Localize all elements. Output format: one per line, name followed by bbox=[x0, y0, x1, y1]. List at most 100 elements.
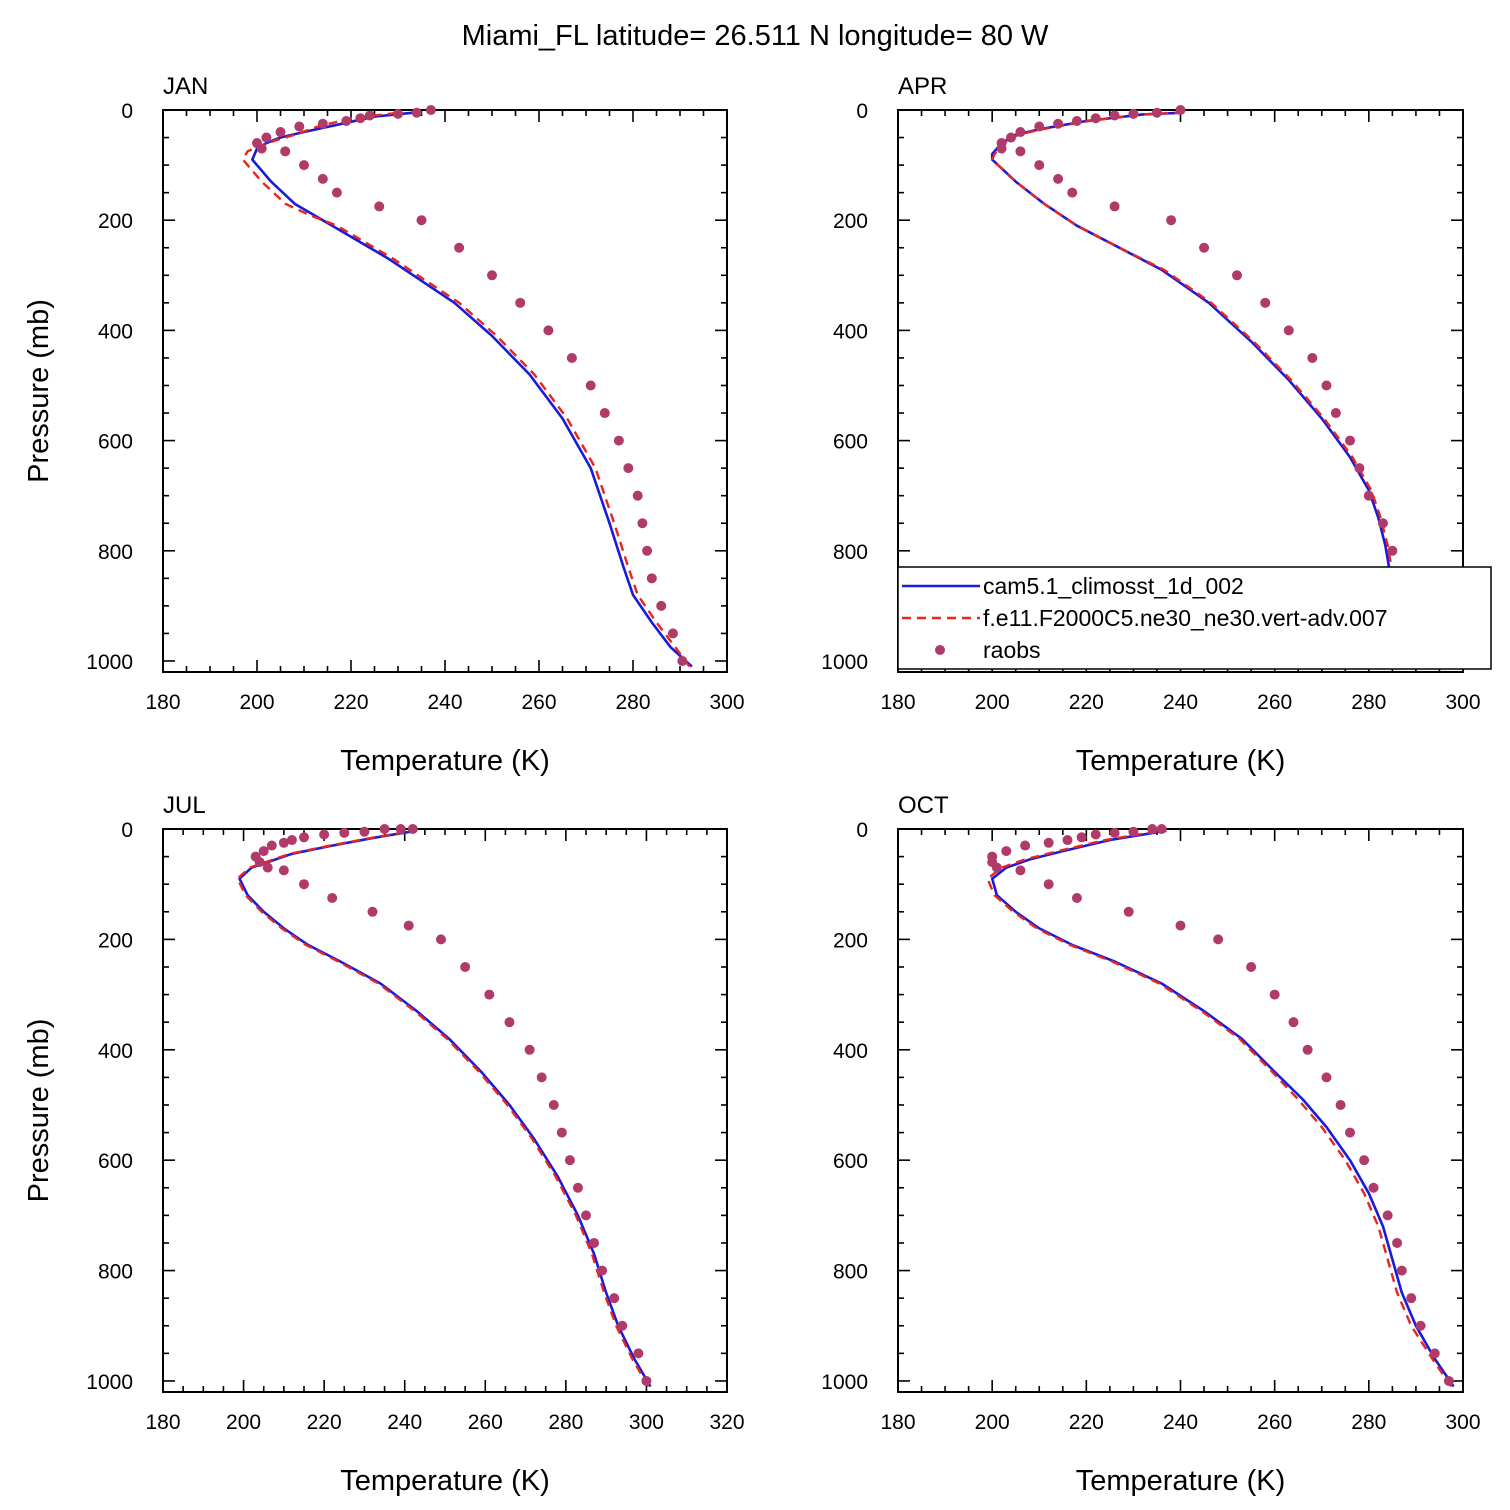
raobs-point bbox=[403, 920, 414, 931]
raobs-point bbox=[1076, 832, 1087, 843]
raobs-point bbox=[536, 1072, 547, 1083]
raobs-point bbox=[425, 105, 436, 115]
raobs-point bbox=[1151, 107, 1162, 118]
raobs-point bbox=[1090, 829, 1101, 840]
raobs-point bbox=[299, 879, 309, 890]
raobs-point bbox=[585, 380, 596, 391]
raobs-point bbox=[1156, 824, 1167, 834]
panel-apr: APR 180 200 220 240 260 280 300 0 200 400 600 800 100… bbox=[821, 73, 1480, 777]
raobs-point bbox=[1377, 518, 1388, 529]
raobs-point bbox=[250, 851, 261, 862]
x-tick-label: 240 bbox=[1163, 1411, 1198, 1434]
series-f-e11-line bbox=[986, 829, 1453, 1388]
x-tick-label: 320 bbox=[709, 1411, 744, 1434]
panels: JAN 180 200 220 240 260 280 300 0 200 400 600 800 100… bbox=[23, 73, 1481, 1497]
raobs-point bbox=[1232, 270, 1242, 281]
raobs-point bbox=[1429, 1348, 1440, 1359]
raobs-point bbox=[374, 201, 385, 212]
y-tick-label: 400 bbox=[833, 320, 868, 343]
raobs-point bbox=[572, 1182, 583, 1193]
y-tick-label: 200 bbox=[833, 210, 868, 233]
y-tick-label: 600 bbox=[98, 431, 133, 454]
raobs-point bbox=[395, 824, 406, 834]
x-tick-label: 260 bbox=[468, 1411, 503, 1434]
raobs-point bbox=[331, 187, 342, 198]
raobs-point bbox=[1199, 242, 1210, 253]
x-tick-label: 200 bbox=[975, 691, 1010, 714]
raobs-point bbox=[564, 1155, 575, 1166]
x-tick-label: 300 bbox=[1445, 1411, 1480, 1434]
raobs-point bbox=[987, 851, 998, 862]
series-raobs bbox=[252, 105, 688, 666]
raobs-point bbox=[1368, 1182, 1379, 1193]
raobs-point bbox=[1109, 110, 1120, 121]
y-tick-label: 800 bbox=[98, 1261, 133, 1284]
raobs-point bbox=[280, 146, 291, 157]
raobs-point bbox=[1043, 837, 1054, 848]
raobs-point bbox=[367, 906, 378, 917]
x-tick-label: 300 bbox=[629, 1411, 664, 1434]
x-tick-label: 220 bbox=[1069, 1411, 1104, 1434]
raobs-point bbox=[275, 127, 286, 138]
y-tick-label: 200 bbox=[98, 210, 133, 233]
raobs-point bbox=[1015, 146, 1026, 157]
raobs-point bbox=[556, 1127, 567, 1138]
panel-oct: OCT 180 200 220 240 260 280 300 0 200 400 600 800 100… bbox=[821, 792, 1480, 1497]
x-tick-label: 240 bbox=[1163, 691, 1198, 714]
raobs-point bbox=[667, 628, 678, 639]
raobs-point bbox=[299, 832, 309, 843]
plot-frame bbox=[897, 828, 1464, 1393]
raobs-point bbox=[1363, 490, 1374, 501]
raobs-point bbox=[1166, 215, 1177, 226]
raobs-point bbox=[1302, 1044, 1313, 1055]
x-tick-label: 280 bbox=[548, 1411, 583, 1434]
raobs-point bbox=[1034, 121, 1045, 132]
y-tick-label: 1000 bbox=[86, 651, 133, 674]
raobs-point bbox=[632, 490, 643, 501]
raobs-point bbox=[641, 1375, 652, 1386]
raobs-point bbox=[1175, 920, 1186, 931]
x-tick-label: 220 bbox=[307, 1411, 342, 1434]
raobs-point bbox=[454, 242, 465, 253]
raobs-point bbox=[1053, 173, 1064, 184]
raobs-point bbox=[1269, 989, 1280, 1000]
y-tick-label: 600 bbox=[833, 1150, 868, 1173]
x-tick-label: 260 bbox=[1257, 691, 1292, 714]
y-tick-label: 1000 bbox=[821, 651, 868, 674]
x-axis-label: Temperature (K) bbox=[1076, 745, 1286, 777]
raobs-point bbox=[379, 824, 390, 834]
y-tick-label: 200 bbox=[98, 929, 133, 952]
raobs-point bbox=[286, 835, 297, 846]
raobs-point bbox=[460, 961, 471, 972]
raobs-point bbox=[623, 463, 634, 474]
legend-label: f.e11.F2000C5.ne30_ne30.vert-adv.007 bbox=[983, 605, 1388, 631]
series-raobs bbox=[987, 824, 1454, 1386]
raobs-point bbox=[1123, 906, 1134, 917]
x-tick-label: 200 bbox=[239, 691, 274, 714]
raobs-point bbox=[1406, 1293, 1417, 1304]
series-f-e11-line bbox=[241, 111, 691, 668]
raobs-point bbox=[1321, 1072, 1332, 1083]
x-tick-label: 180 bbox=[145, 1411, 180, 1434]
series-f-e11-line bbox=[236, 829, 650, 1388]
raobs-point bbox=[1335, 1099, 1346, 1110]
raobs-point bbox=[548, 1099, 559, 1110]
y-tick-label: 400 bbox=[833, 1040, 868, 1063]
raobs-point bbox=[1128, 108, 1139, 119]
raobs-point bbox=[1321, 380, 1332, 391]
raobs-point bbox=[1330, 408, 1341, 419]
legend-label: raobs bbox=[983, 637, 1041, 663]
raobs-point bbox=[1006, 132, 1016, 143]
legend-label: cam5.1_climosst_1d_002 bbox=[983, 573, 1244, 599]
x-tick-label: 220 bbox=[333, 691, 368, 714]
series-cam5-line bbox=[990, 829, 1455, 1388]
raobs-point bbox=[317, 173, 328, 184]
raobs-point bbox=[1345, 1127, 1355, 1138]
raobs-point bbox=[1307, 352, 1318, 363]
raobs-point bbox=[355, 113, 366, 124]
raobs-point bbox=[599, 408, 610, 419]
raobs-point bbox=[1175, 105, 1186, 115]
x-tick-label: 280 bbox=[1351, 691, 1386, 714]
y-tick-label: 1000 bbox=[821, 1371, 868, 1394]
